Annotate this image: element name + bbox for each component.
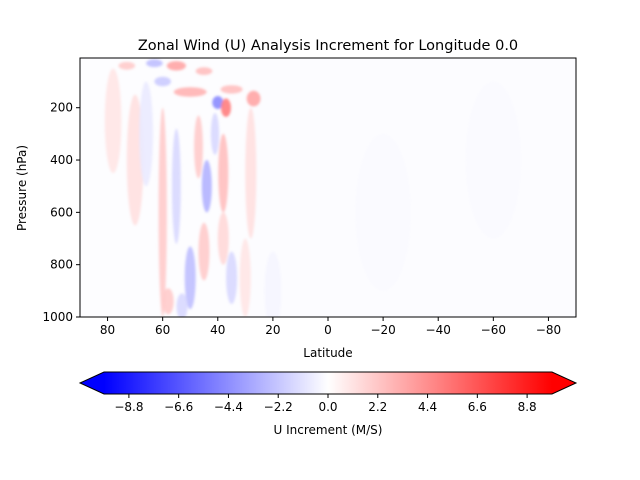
colorbar-tick-label: −8.8 [114, 400, 143, 414]
x-tick-label: −20 [370, 323, 395, 337]
heatmap-cell [245, 107, 257, 239]
y-axis: 200 400 600 800 1000 [42, 101, 80, 324]
colorbar-tick-label: 0.0 [318, 400, 337, 414]
x-tick-label: 20 [265, 323, 280, 337]
heatmap-cell [176, 293, 188, 317]
y-axis-label: Pressure (hPa) [15, 145, 29, 231]
heatmap-cell [146, 59, 163, 68]
heatmap-cell [221, 98, 231, 117]
x-axis-label: Latitude [303, 346, 352, 360]
x-tick-label: −80 [536, 323, 561, 337]
y-tick-label: 1000 [42, 310, 73, 324]
x-tick-label: 60 [155, 323, 170, 337]
colorbar-tick-label: −4.4 [214, 400, 243, 414]
colorbar-label: U Increment (M/S) [274, 423, 383, 437]
colorbar-ticks: −8.8 −6.6 −4.4 −2.2 0.0 2.2 4.4 6.6 8.8 [114, 394, 537, 414]
heatmap-cell [194, 115, 203, 179]
heatmap-cell [355, 133, 411, 291]
y-tick-label: 400 [50, 153, 73, 167]
heatmap-cell [210, 112, 220, 155]
colorbar-outline [78, 371, 578, 395]
chart-title: Zonal Wind (U) Analysis Increment for Lo… [138, 38, 518, 54]
heatmap-cell [172, 128, 181, 244]
heatmap-cell [239, 238, 251, 317]
heatmap-cell [118, 61, 136, 70]
y-tick-label: 800 [50, 258, 73, 272]
colorbar-extend-max [552, 372, 576, 394]
heatmap-cell [126, 94, 144, 226]
colorbar-tick-label: 4.4 [418, 400, 437, 414]
colorbar-tick-label: −6.6 [164, 400, 193, 414]
heatmap-cell [264, 251, 282, 317]
y-tick-label: 200 [50, 101, 73, 115]
colorbar-extend-min [80, 372, 104, 394]
heatmap-features [104, 59, 521, 317]
heatmap-cell [465, 81, 521, 239]
heatmap-cell [217, 212, 229, 265]
colorbar: −8.8 −6.6 −4.4 −2.2 0.0 2.2 4.4 6.6 8.8 U Increm… [78, 371, 578, 437]
heatmap-cell [220, 85, 243, 94]
x-tick-label: −60 [481, 323, 506, 337]
colorbar-tick-label: 6.6 [468, 400, 487, 414]
heatmap-cell [195, 67, 213, 75]
colorbar-gradient [104, 372, 552, 394]
heatmap-cell [226, 251, 238, 304]
heatmap-cell [246, 90, 261, 107]
heatmap-cell [139, 81, 154, 187]
heatmap-cell [184, 246, 196, 310]
x-tick-label: 40 [210, 323, 225, 337]
x-axis: 80 60 40 20 0 −20 −40 −60 −80 [100, 317, 561, 337]
heatmap-cell [212, 96, 224, 109]
colorbar-tick-label: 8.8 [518, 400, 537, 414]
heatmap-cell [166, 61, 186, 71]
heatmap-cell [162, 288, 174, 315]
heatmap-background-south [250, 58, 576, 317]
heatmap-cell [104, 68, 122, 174]
heatmap-cell [158, 107, 167, 317]
x-tick-label: −40 [426, 323, 451, 337]
x-tick-label: 80 [100, 323, 115, 337]
colorbar-tick-label: −2.2 [264, 400, 293, 414]
heatmap-cell [218, 133, 229, 213]
x-tick-label: 0 [324, 323, 332, 337]
heatmap-cell [201, 160, 212, 213]
heatmap-cell [198, 222, 210, 281]
heatmap-plot-area [79, 57, 577, 318]
colorbar-tick-label: 2.2 [368, 400, 387, 414]
heatmap-cell [154, 76, 171, 87]
heatmap-cell [173, 87, 207, 97]
y-tick-label: 600 [50, 205, 73, 219]
